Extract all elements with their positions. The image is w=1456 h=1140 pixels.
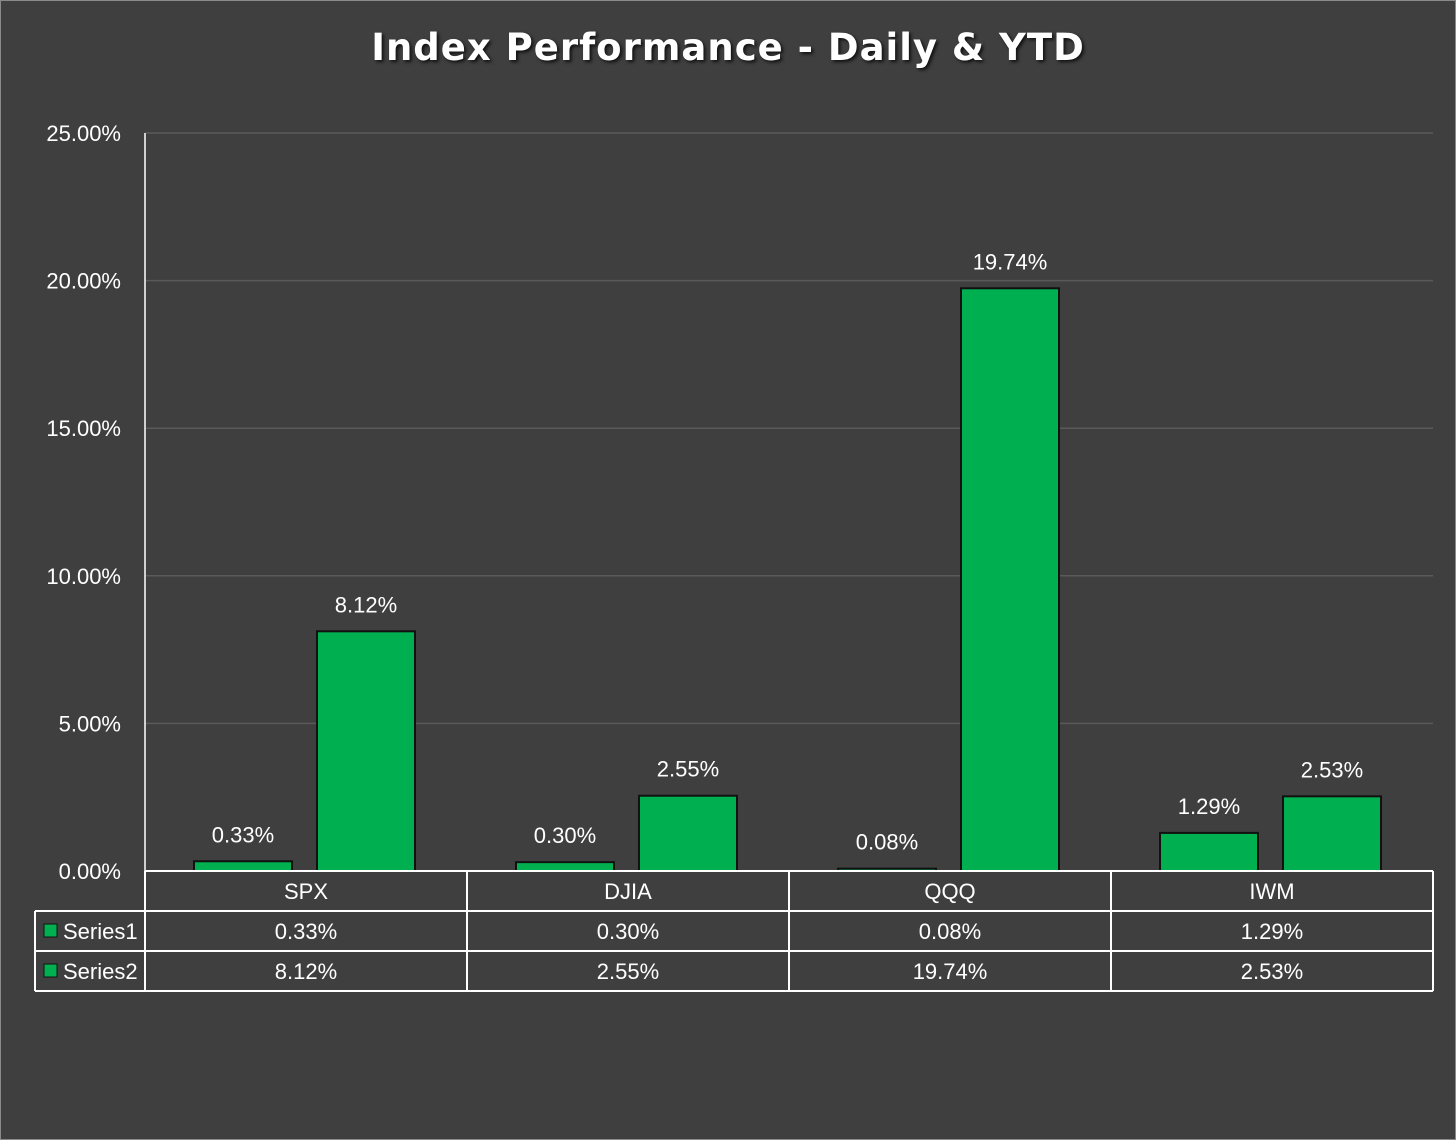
table-cell: 0.30% [597,919,659,944]
data-label: 19.74% [973,249,1048,274]
table-cell: 0.33% [275,919,337,944]
y-tick-label: 25.00% [46,121,121,146]
legend-key [43,923,58,938]
y-tick-label: 0.00% [59,859,121,884]
y-tick-label: 20.00% [46,269,121,294]
x-tick-label: QQQ [924,879,975,904]
y-tick-label: 10.00% [46,564,121,589]
data-label: 1.29% [1178,794,1240,819]
x-tick-label: IWM [1249,879,1294,904]
table-cell: 19.74% [913,959,988,984]
data-label: 2.55% [657,757,719,782]
bar-series2-qqq [960,287,1060,872]
data-label: 0.33% [212,822,274,847]
bar-series2-iwm [1282,795,1382,872]
legend-label: Series2 [63,959,138,984]
table-cell: 2.53% [1241,959,1303,984]
legend-key [43,963,58,978]
x-tick-label: DJIA [604,879,652,904]
table-cell: 2.55% [597,959,659,984]
bar-series1-iwm [1159,831,1259,872]
table-cell: 1.29% [1241,919,1303,944]
y-tick-label: 5.00% [59,711,121,736]
data-label: 8.12% [335,592,397,617]
table-cell: 8.12% [275,959,337,984]
table-cell: 0.08% [919,919,981,944]
data-label: 0.30% [534,823,596,848]
bar-series1-spx [193,860,293,873]
bar-series2-spx [316,630,416,872]
bar-series2-djia [638,794,738,872]
y-tick-label: 15.00% [46,416,121,441]
chart-title: Index Performance - Daily & YTD [371,26,1085,69]
x-tick-label: SPX [284,879,328,904]
data-label: 0.08% [856,830,918,855]
data-label: 2.53% [1301,757,1363,782]
legend-label: Series1 [63,919,138,944]
bar-series1-djia [515,861,615,872]
